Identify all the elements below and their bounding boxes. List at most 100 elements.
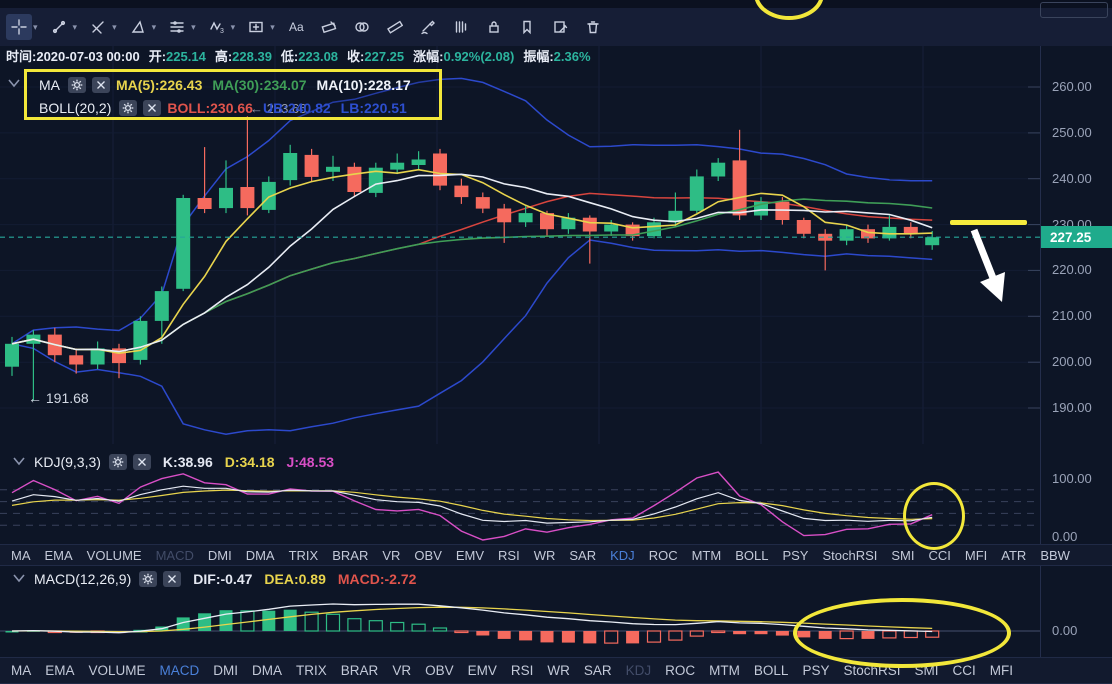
annotation-circle-kdj[interactable]	[903, 482, 965, 550]
annotation-yellow-line[interactable]	[950, 220, 1027, 225]
tab-vr[interactable]: VR	[382, 547, 401, 563]
ellipse-tool[interactable]	[349, 13, 375, 41]
kdj-settings-gear-icon[interactable]	[108, 454, 127, 470]
tab-sar[interactable]: SAR	[569, 547, 597, 563]
trendline-tool[interactable]: ▾	[46, 13, 79, 41]
tab-emv[interactable]: EMV	[455, 547, 485, 563]
tab-trix[interactable]: TRIX	[296, 663, 327, 678]
tab-volume[interactable]: VOLUME	[86, 547, 142, 563]
collapse-main-legend-chevron-icon[interactable]	[7, 76, 21, 94]
tab-ma[interactable]: MA	[11, 547, 31, 563]
tab-ema[interactable]: EMA	[44, 547, 73, 563]
tab-macd[interactable]: MACD	[159, 663, 200, 678]
boll-settings-gear-icon[interactable]	[119, 99, 138, 116]
tab-obv[interactable]: OBV	[425, 663, 454, 678]
tab-bbw[interactable]: BBW	[1040, 547, 1070, 563]
chevron-down-icon[interactable]: ▾	[230, 21, 236, 32]
ohlc-item-1: 开:225.14	[148, 48, 206, 64]
annotation-white-arrow[interactable]	[958, 224, 1028, 316]
tab-cci[interactable]: CCI	[928, 547, 951, 563]
tab-brar[interactable]: BRAR	[340, 663, 379, 678]
delete-tool[interactable]	[580, 13, 606, 41]
chevron-down-icon[interactable]: ▾	[191, 21, 196, 32]
ma-legend-annotation-box[interactable]: MA MA(5):226.43 MA(30):234.07 MA(10):228…	[24, 69, 442, 120]
collapse-kdj-chevron-icon[interactable]	[12, 454, 26, 470]
ruler-tool[interactable]	[382, 13, 408, 41]
tab-roc[interactable]: ROC	[665, 663, 696, 678]
chevron-down-icon[interactable]: ▾	[270, 21, 275, 32]
tab-macd[interactable]: MACD	[155, 547, 194, 563]
tab-volume[interactable]: VOLUME	[88, 663, 146, 678]
chevron-down-icon[interactable]: ▾	[151, 21, 157, 32]
tab-rsi[interactable]: RSI	[510, 663, 534, 678]
tab-smi[interactable]: SMI	[891, 547, 915, 563]
measure-tool[interactable]	[316, 13, 342, 41]
lock-tool[interactable]	[481, 13, 507, 41]
kdj-title: KDJ(9,3,3)	[34, 454, 101, 470]
elliott-wave-tool[interactable]: 3 ▾	[204, 13, 237, 41]
tab-emv[interactable]: EMV	[467, 663, 497, 678]
tab-cci[interactable]: CCI	[952, 663, 976, 678]
macd-settings-gear-icon[interactable]	[139, 571, 158, 587]
ma-settings-gear-icon[interactable]	[68, 76, 86, 93]
tab-brar[interactable]: BRAR	[332, 547, 369, 563]
tab-boll[interactable]: BOLL	[735, 547, 769, 563]
price-axis-tick: 260.00	[1052, 79, 1092, 94]
tab-roc[interactable]: ROC	[648, 547, 678, 563]
tab-dmi[interactable]: DMI	[207, 547, 232, 563]
tab-mtm[interactable]: MTM	[709, 663, 740, 678]
annotation-ellipse-macd[interactable]	[793, 598, 1011, 668]
price-axis-tick: 250.00	[1052, 124, 1092, 140]
brush-tool[interactable]	[415, 13, 441, 41]
text-tool[interactable]: Aa	[283, 13, 309, 41]
tab-mfi[interactable]: MFI	[989, 663, 1013, 678]
crossline-tool[interactable]: ▾	[85, 13, 118, 41]
tab-boll[interactable]: BOLL	[753, 663, 789, 678]
tab-kdj[interactable]: KDJ	[625, 663, 652, 678]
tab-ma[interactable]: MA	[11, 663, 32, 678]
price-axis-tick: 220.00	[1052, 262, 1092, 278]
top-right-cut-button[interactable]	[1040, 2, 1108, 18]
tab-kdj[interactable]: KDJ	[610, 547, 635, 563]
collapse-macd-chevron-icon[interactable]	[12, 571, 26, 587]
chevron-down-icon[interactable]: ▾	[72, 21, 78, 32]
ma-close-icon[interactable]	[92, 76, 110, 93]
kdj-header: KDJ(9,3,3) K:38.96 D:34.18 J:48.53	[0, 450, 1040, 474]
chevron-down-icon[interactable]: ▾	[112, 21, 117, 32]
tab-vr[interactable]: VR	[392, 663, 412, 678]
tab-obv[interactable]: OBV	[414, 547, 442, 563]
crosshair-tool[interactable]: ▾	[6, 13, 39, 41]
tab-wr[interactable]: WR	[547, 663, 570, 678]
tab-stochrsi[interactable]: StochRSI	[822, 547, 878, 563]
kdj-axis-100: 100.00	[1052, 471, 1092, 486]
volume-profile-tool[interactable]	[448, 13, 474, 41]
kdj-close-icon[interactable]	[132, 454, 151, 470]
kdj-d-value: D:34.18	[224, 454, 275, 470]
tab-psy[interactable]: PSY	[782, 547, 809, 563]
tab-dma[interactable]: DMA	[245, 547, 275, 563]
chevron-down-icon[interactable]: ▾	[33, 21, 38, 32]
notes-tool[interactable]	[547, 13, 573, 41]
macd-close-icon[interactable]	[163, 571, 182, 587]
tab-rsi[interactable]: RSI	[498, 547, 520, 563]
tab-mtm[interactable]: MTM	[691, 547, 722, 563]
tab-trix[interactable]: TRIX	[288, 547, 319, 563]
shape-tool[interactable]: ▾	[243, 13, 276, 41]
tab-dmi[interactable]: DMI	[213, 663, 239, 678]
tab-mfi[interactable]: MFI	[964, 547, 988, 563]
fib-lines-tool[interactable]: ▾	[164, 13, 197, 41]
tab-dma[interactable]: DMA	[252, 663, 283, 678]
bookmark-tool[interactable]	[514, 13, 540, 41]
triangle-tool[interactable]: ▾	[125, 13, 158, 41]
tab-ema[interactable]: EMA	[45, 663, 75, 678]
tab-psy[interactable]: PSY	[802, 663, 830, 678]
boll-close-icon[interactable]	[143, 99, 162, 116]
boll-title: BOLL(20,2)	[39, 99, 112, 116]
triangle-icon	[125, 14, 151, 40]
price-axis-divider	[1040, 46, 1041, 684]
kdj-indicator-chart	[0, 471, 1040, 541]
tab-atr[interactable]: ATR	[1001, 547, 1027, 563]
ma30-value: MA(30):234.07	[212, 76, 307, 93]
tab-wr[interactable]: WR	[533, 547, 556, 563]
tab-sar[interactable]: SAR	[583, 663, 612, 678]
